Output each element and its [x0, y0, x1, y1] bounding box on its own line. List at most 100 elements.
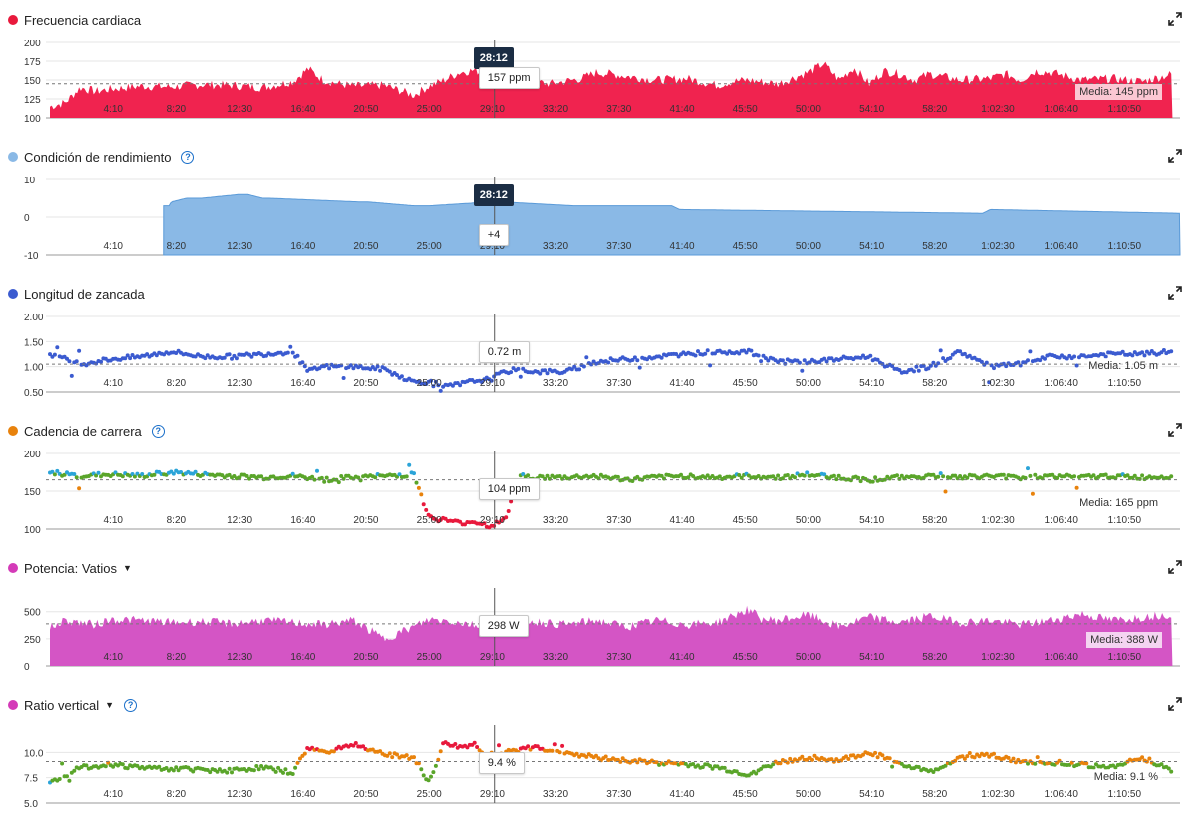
data-point	[171, 768, 176, 773]
data-point	[1169, 769, 1174, 774]
data-point	[992, 751, 996, 756]
data-point	[450, 383, 455, 388]
x-tick-label: 12:30	[227, 241, 252, 252]
data-point	[722, 765, 727, 770]
data-point	[1006, 755, 1011, 760]
x-tick-label: 25:00	[417, 515, 442, 526]
average-label: Media: 145 ppm	[1075, 84, 1162, 100]
data-point	[965, 754, 970, 759]
x-tick-label: 20:50	[353, 378, 378, 389]
data-point	[584, 355, 589, 360]
data-point	[659, 473, 664, 478]
x-tick-label: 33:20	[543, 515, 568, 526]
panel-title[interactable]: Ratio vertical	[24, 697, 100, 713]
data-point	[225, 770, 230, 775]
data-point	[1166, 766, 1171, 771]
data-point	[412, 755, 416, 760]
data-point	[395, 752, 399, 757]
expand-icon[interactable]	[1168, 560, 1182, 574]
x-tick-label: 45:50	[733, 789, 758, 800]
data-point	[52, 472, 57, 477]
data-point	[620, 756, 625, 761]
help-icon[interactable]: ?	[151, 424, 165, 438]
expand-icon[interactable]	[1168, 286, 1182, 300]
data-point	[497, 743, 501, 748]
data-point	[171, 471, 176, 476]
x-tick-label: 25:00	[417, 241, 442, 252]
panel-title[interactable]: Potencia: Vatios	[24, 560, 117, 576]
expand-icon[interactable]	[1168, 697, 1182, 711]
data-point	[130, 353, 135, 357]
data-point	[99, 359, 103, 364]
chart-plot: 200 150 100 4:10 8:20 12:30 16:40 20:50 25:00 29:…	[24, 451, 1180, 536]
help-icon[interactable]: ?	[124, 698, 138, 712]
x-tick-label: 25:00	[417, 789, 442, 800]
help-icon[interactable]: ?	[181, 150, 195, 164]
x-tick-label: 50:00	[796, 652, 821, 663]
data-point	[574, 751, 579, 756]
expand-icon[interactable]	[1168, 149, 1182, 163]
data-point	[387, 751, 392, 756]
y-tick-label: 10	[24, 177, 36, 186]
x-tick-label: 33:20	[543, 378, 568, 389]
data-point	[887, 756, 892, 761]
data-point	[298, 756, 302, 761]
data-point	[829, 356, 834, 361]
series-area	[163, 193, 1181, 256]
data-point	[793, 475, 797, 480]
data-point	[960, 754, 965, 759]
data-point	[560, 743, 565, 748]
series-area	[50, 61, 1173, 118]
x-tick-label: 54:10	[859, 241, 884, 252]
x-tick-label: 50:00	[796, 104, 821, 115]
data-point	[771, 762, 776, 767]
y-tick-label: 100	[24, 114, 41, 125]
expand-icon[interactable]	[1168, 12, 1182, 26]
data-point	[385, 753, 390, 758]
data-point	[984, 751, 989, 756]
x-tick-label: 54:10	[859, 652, 884, 663]
data-point	[759, 359, 764, 364]
data-point	[341, 376, 346, 380]
x-tick-label: 16:40	[290, 241, 315, 252]
data-point	[882, 477, 887, 482]
data-point	[74, 475, 79, 480]
panel-heart-rate: Frecuencia cardiaca 200 175 150 125 100 4:10 8:…	[0, 10, 1192, 125]
x-tick-label: 1:10:50	[1108, 241, 1142, 252]
data-point	[936, 361, 941, 366]
x-tick-label: 1:06:40	[1045, 515, 1079, 526]
x-tick-label: 8:20	[167, 378, 187, 389]
data-point	[1050, 472, 1055, 477]
data-point	[475, 745, 480, 749]
data-point	[766, 358, 771, 363]
data-point	[584, 754, 589, 759]
data-point	[696, 349, 700, 354]
data-point	[912, 369, 916, 374]
legend-dot	[8, 289, 18, 299]
data-point	[802, 358, 807, 363]
x-tick-label: 1:10:50	[1108, 789, 1142, 800]
value-tooltip: 9.4 %	[478, 752, 525, 774]
x-tick-label: 1:02:30	[981, 241, 1015, 252]
chart-plot: 500 250 0 4:10 8:20 12:30 16:40 20:50 25:00 29:10…	[24, 588, 1180, 673]
data-point	[1091, 473, 1096, 478]
data-point	[327, 366, 332, 371]
data-point	[773, 476, 778, 481]
data-point	[606, 360, 611, 365]
dropdown-caret-icon[interactable]: ▼	[105, 700, 115, 710]
panel-stride-length: Longitud de zancada 2.00 1.50 1.00 0.50 4:10 8…	[0, 284, 1192, 399]
data-point	[67, 359, 72, 364]
data-point	[1137, 476, 1142, 481]
x-tick-label: 1:10:50	[1108, 104, 1142, 115]
data-point	[433, 379, 438, 384]
data-point	[1072, 474, 1077, 479]
data-point	[438, 749, 443, 754]
value-tooltip: 0.72 m	[478, 341, 531, 363]
data-point	[1009, 759, 1013, 764]
data-point	[1026, 358, 1030, 363]
expand-icon[interactable]	[1168, 423, 1182, 437]
x-tick-label: 16:40	[290, 104, 315, 115]
data-point	[227, 472, 232, 477]
dropdown-caret-icon[interactable]: ▼	[122, 563, 132, 573]
x-tick-label: 50:00	[796, 378, 821, 389]
